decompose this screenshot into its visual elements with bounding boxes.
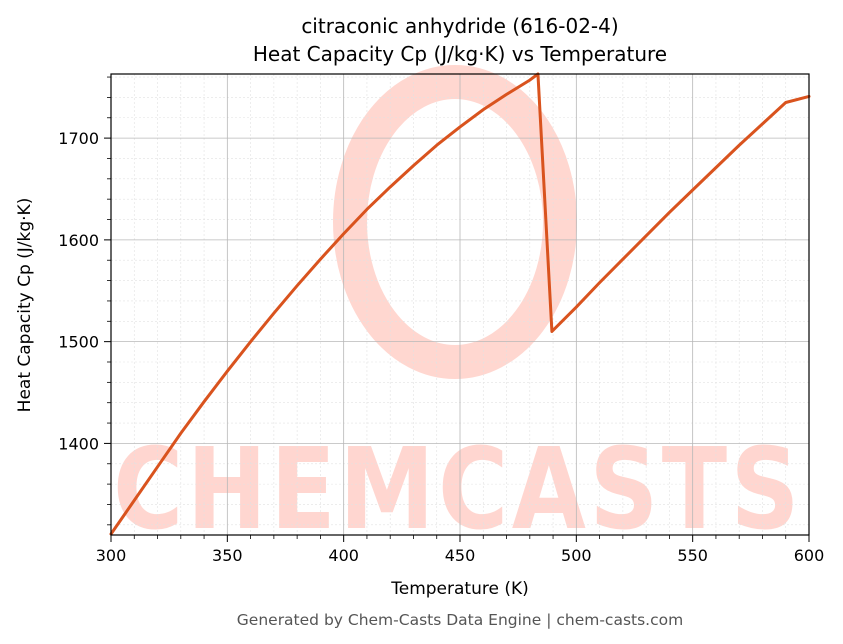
y-axis: 1400 1500 1600 1700 bbox=[58, 76, 111, 526]
chart-title: citraconic anhydride (616-02-4) bbox=[301, 14, 618, 38]
y-tick-label: 1400 bbox=[58, 434, 99, 453]
y-tick-label: 1500 bbox=[58, 333, 99, 352]
x-tick-label: 300 bbox=[96, 546, 127, 565]
x-tick-label: 550 bbox=[677, 546, 708, 565]
series-layer bbox=[109, 72, 811, 536]
x-tick-label: 450 bbox=[445, 546, 476, 565]
y-axis-label: Heat Capacity Cp (J/kg·K) bbox=[15, 198, 35, 413]
x-axis: 300 350 400 450 500 550 600 bbox=[96, 535, 825, 565]
y-tick-label: 1700 bbox=[58, 129, 99, 148]
major-grid bbox=[110, 74, 810, 535]
x-tick-label: 600 bbox=[794, 546, 825, 565]
x-tick-label: 400 bbox=[328, 546, 359, 565]
series-line bbox=[109, 72, 811, 536]
footer-credit: Generated by Chem-Casts Data Engine | ch… bbox=[237, 611, 683, 629]
x-tick-label: 350 bbox=[212, 546, 243, 565]
chart-subtitle: Heat Capacity Cp (J/kg·K) vs Temperature bbox=[253, 42, 667, 66]
x-tick-label: 500 bbox=[561, 546, 592, 565]
y-tick-label: 1600 bbox=[58, 231, 99, 250]
x-axis-label: Temperature (K) bbox=[390, 579, 529, 599]
